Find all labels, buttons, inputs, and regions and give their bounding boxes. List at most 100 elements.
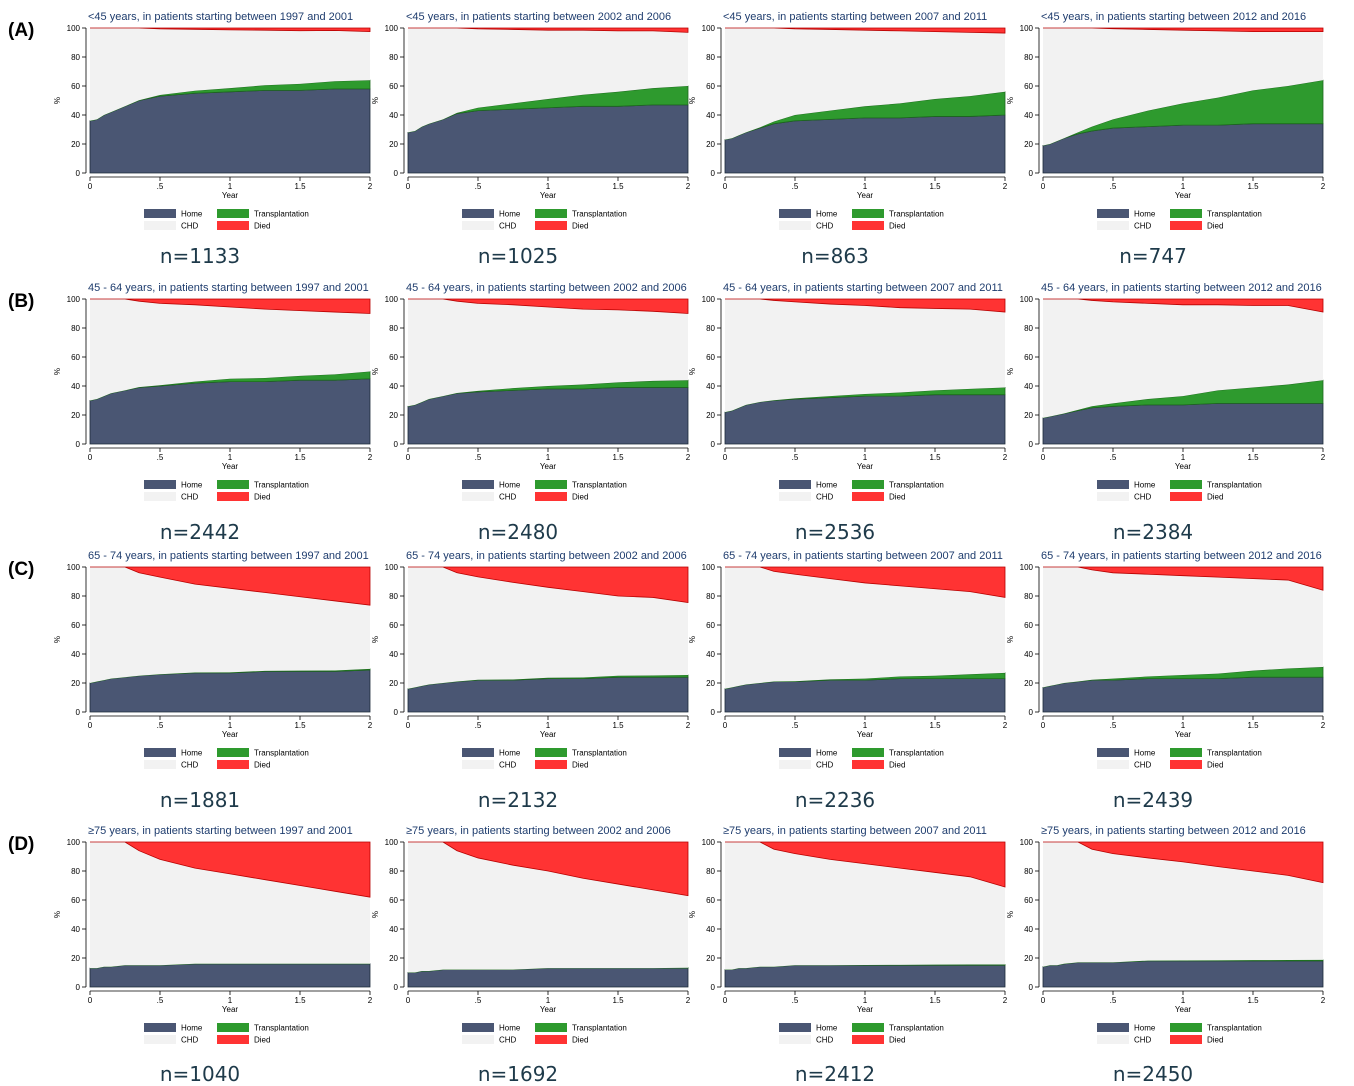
x-tick-label: 1.5 bbox=[929, 182, 941, 191]
legend-swatch-transplantation bbox=[852, 480, 884, 489]
legend-swatch-chd bbox=[779, 492, 811, 501]
y-tick-label: 20 bbox=[389, 140, 398, 149]
area-died bbox=[90, 27, 371, 33]
legend-label-transplantation: Transplantation bbox=[254, 1024, 309, 1033]
y-tick-label: 60 bbox=[71, 353, 80, 362]
legend-label-died: Died bbox=[889, 222, 905, 231]
x-tick-label: .5 bbox=[792, 453, 799, 462]
area-died bbox=[725, 841, 1006, 888]
x-axis-label: Year bbox=[1175, 1005, 1192, 1014]
legend-label-died: Died bbox=[254, 493, 270, 502]
x-tick-label: .5 bbox=[157, 182, 164, 191]
legend-swatch-home bbox=[144, 748, 176, 757]
chart-title: <45 years, in patients starting between … bbox=[88, 11, 353, 23]
row-label-c: (C) bbox=[8, 559, 35, 580]
area-died bbox=[90, 566, 371, 606]
legend: Home Transplantation CHD Died bbox=[144, 480, 309, 502]
y-tick-label: 100 bbox=[67, 838, 81, 847]
legend-swatch-died bbox=[217, 760, 249, 769]
legend-label-chd: CHD bbox=[1134, 1036, 1152, 1045]
legend-swatch-transplantation bbox=[852, 748, 884, 757]
y-tick-label: 0 bbox=[711, 708, 716, 717]
legend-swatch-transplantation bbox=[1170, 209, 1202, 218]
y-tick-label: 40 bbox=[1024, 925, 1033, 934]
x-axis-label: Year bbox=[222, 462, 239, 471]
x-tick-label: 0 bbox=[1041, 721, 1046, 730]
y-tick-label: 60 bbox=[71, 896, 80, 905]
y-tick-label: 0 bbox=[1029, 169, 1034, 178]
x-tick-label: 0 bbox=[1041, 182, 1046, 191]
legend-swatch-chd bbox=[144, 221, 176, 230]
x-tick-label: 2 bbox=[1321, 721, 1326, 730]
x-tick-label: 2 bbox=[1321, 996, 1326, 1005]
area-chd bbox=[90, 299, 370, 401]
x-tick-label: 2 bbox=[368, 996, 373, 1005]
chart-panel: 65 - 74 years, in patients starting betw… bbox=[360, 543, 691, 812]
legend-label-died: Died bbox=[572, 1036, 588, 1045]
legend: Home Transplantation CHD Died bbox=[1097, 1023, 1262, 1045]
x-tick-label: 1 bbox=[228, 996, 233, 1005]
legend-label-died: Died bbox=[889, 761, 905, 770]
y-tick-label: 100 bbox=[702, 838, 716, 847]
y-tick-label: 100 bbox=[67, 295, 81, 304]
y-tick-label: 20 bbox=[706, 954, 715, 963]
legend-label-chd: CHD bbox=[816, 1036, 834, 1045]
y-tick-label: 60 bbox=[1024, 896, 1033, 905]
chart-panel: <45 years, in patients starting between … bbox=[995, 4, 1326, 268]
area-home bbox=[724, 964, 1006, 988]
x-tick-label: 2 bbox=[686, 721, 691, 730]
legend-label-home: Home bbox=[816, 210, 838, 219]
area-died bbox=[90, 841, 371, 898]
legend-label-died: Died bbox=[1207, 222, 1223, 231]
x-tick-label: 0 bbox=[1041, 996, 1046, 1005]
x-tick-label: 1.5 bbox=[294, 182, 306, 191]
area-chd bbox=[90, 28, 370, 121]
legend-label-chd: CHD bbox=[1134, 493, 1152, 502]
x-tick-label: .5 bbox=[792, 996, 799, 1005]
x-tick-label: 2 bbox=[1003, 182, 1008, 191]
area-died bbox=[1043, 27, 1324, 33]
x-tick-label: 0 bbox=[406, 453, 411, 462]
y-tick-label: 0 bbox=[394, 983, 399, 992]
legend-swatch-chd bbox=[1097, 492, 1129, 501]
x-tick-label: 1 bbox=[546, 996, 551, 1005]
x-tick-label: 2 bbox=[1003, 453, 1008, 462]
legend: Home Transplantation CHD Died bbox=[462, 209, 627, 231]
chart-title: 65 - 74 years, in patients starting betw… bbox=[88, 550, 369, 562]
y-tick-label: 60 bbox=[71, 621, 80, 630]
y-tick-label: 0 bbox=[711, 169, 716, 178]
chart-svg: <45 years, in patients starting between … bbox=[688, 11, 1008, 231]
x-axis-label: Year bbox=[857, 1005, 874, 1014]
x-tick-label: 1 bbox=[228, 721, 233, 730]
x-tick-label: 1 bbox=[863, 996, 868, 1005]
y-tick-label: 100 bbox=[67, 24, 81, 33]
chart-title: 65 - 74 years, in patients starting betw… bbox=[723, 550, 1003, 562]
y-tick-label: 100 bbox=[702, 24, 716, 33]
x-tick-label: 1 bbox=[1181, 453, 1186, 462]
legend-label-died: Died bbox=[254, 222, 270, 231]
x-axis-label: Year bbox=[222, 191, 239, 200]
legend-swatch-chd bbox=[779, 760, 811, 769]
legend: Home Transplantation CHD Died bbox=[1097, 748, 1262, 770]
legend-label-home: Home bbox=[499, 481, 521, 490]
chart-svg: <45 years, in patients starting between … bbox=[1006, 11, 1326, 231]
x-tick-label: .5 bbox=[1110, 996, 1117, 1005]
chart-svg: <45 years, in patients starting between … bbox=[53, 11, 373, 231]
x-tick-label: 1.5 bbox=[612, 721, 624, 730]
sample-size-label: n=2442 bbox=[159, 520, 241, 544]
y-axis-label: % bbox=[1006, 911, 1015, 918]
sample-size-label: n=863 bbox=[801, 244, 869, 268]
y-axis-label: % bbox=[371, 97, 380, 104]
legend-label-home: Home bbox=[499, 749, 521, 758]
area-chd bbox=[1043, 842, 1323, 967]
y-tick-label: 60 bbox=[706, 82, 715, 91]
y-tick-label: 0 bbox=[711, 983, 716, 992]
y-tick-label: 40 bbox=[706, 925, 715, 934]
chart-svg: 45 - 64 years, in patients starting betw… bbox=[371, 282, 691, 502]
chart-panel: <45 years, in patients starting between … bbox=[677, 4, 1008, 268]
chart-title: ≥75 years, in patients starting between … bbox=[723, 825, 987, 837]
y-axis-label: % bbox=[371, 636, 380, 643]
sample-size-label: n=2450 bbox=[1112, 1062, 1194, 1086]
area-chd bbox=[725, 28, 1005, 140]
legend-label-transplantation: Transplantation bbox=[1207, 481, 1262, 490]
